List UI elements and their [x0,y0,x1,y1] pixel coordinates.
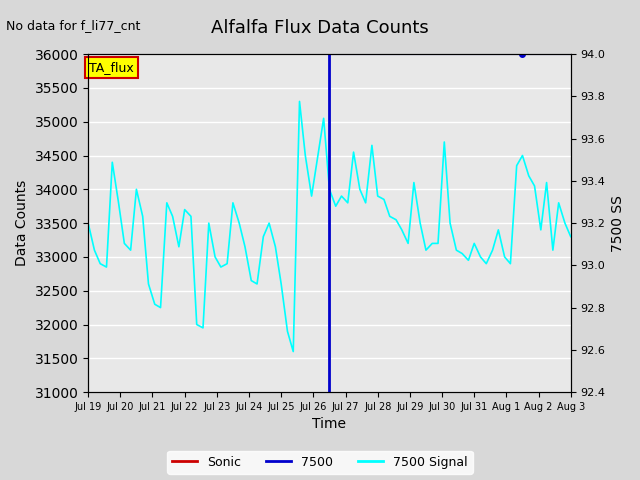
Y-axis label: 7500 SS: 7500 SS [611,195,625,252]
Legend: Sonic, 7500, 7500 Signal: Sonic, 7500, 7500 Signal [167,451,473,474]
Text: TA_flux: TA_flux [89,61,134,74]
Text: No data for f_li77_cnt: No data for f_li77_cnt [6,19,141,32]
Y-axis label: Data Counts: Data Counts [15,180,29,266]
X-axis label: Time: Time [312,418,346,432]
Text: Alfalfa Flux Data Counts: Alfalfa Flux Data Counts [211,19,429,37]
